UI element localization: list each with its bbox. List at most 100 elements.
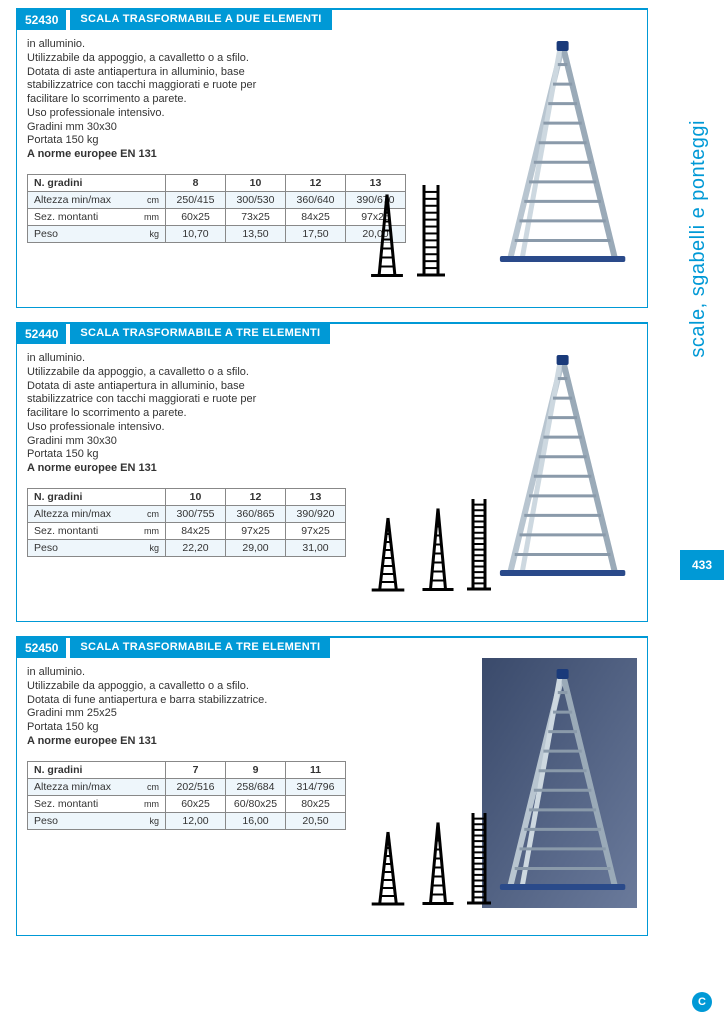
cell-value: 97x25 (226, 522, 286, 539)
row-unit: mm (138, 522, 166, 539)
ladder-config-icons (367, 808, 487, 908)
ladder-aframe-icon (367, 190, 407, 280)
product-section: 52440SCALA TRASFORMABILE A TRE ELEMENTIi… (16, 322, 648, 622)
cell-value: 80x25 (286, 795, 346, 812)
cell-value: 97x25 (286, 522, 346, 539)
cell-value: 16,00 (226, 812, 286, 829)
ladder-aframe-ext-icon (419, 504, 457, 594)
ladder-photo-icon (482, 30, 637, 280)
row-label: Peso (28, 225, 138, 242)
ladder-aframe-icon (367, 514, 409, 594)
product-title: SCALA TRASFORMABILE A TRE ELEMENTI (70, 324, 330, 344)
row-label: Sez. montanti (28, 208, 138, 225)
product-code: 52440 (17, 324, 66, 344)
row-unit: mm (138, 795, 166, 812)
cell-value: 12,00 (166, 812, 226, 829)
norm-label: A norme europee EN 131 (27, 735, 327, 749)
table-column-header: 12 (226, 488, 286, 505)
table-column-header: 12 (286, 174, 346, 191)
row-label: Peso (28, 812, 138, 829)
table-row: Sez. montantimm84x2597x2597x25 (28, 522, 346, 539)
right-sidebar: scale, sgabelli e ponteggi 433 C (660, 0, 724, 1024)
row-label: Sez. montanti (28, 522, 138, 539)
cell-value: 20,50 (286, 812, 346, 829)
row-unit: cm (138, 505, 166, 522)
product-code: 52430 (17, 10, 66, 30)
cell-value: 84x25 (166, 522, 226, 539)
cell-value: 202/516 (166, 778, 226, 795)
cell-value: 60x25 (166, 795, 226, 812)
spec-table: N. gradini7911Altezza min/maxcm202/51625… (27, 761, 346, 830)
product-section: 52450SCALA TRASFORMABILE A TRE ELEMENTIi… (16, 636, 648, 936)
product-description: in alluminio.Utilizzabile da appoggio, a… (17, 30, 337, 168)
product-section: 52430SCALA TRASFORMABILE A DUE ELEMENTIi… (16, 8, 648, 308)
product-image-area (357, 334, 637, 604)
cell-value: 60x25 (166, 208, 226, 225)
ladder-straight-icon (417, 180, 445, 280)
ladder-photo-icon (482, 344, 637, 594)
cell-value: 22,20 (166, 539, 226, 556)
cell-value: 29,00 (226, 539, 286, 556)
cell-value: 10,70 (166, 225, 226, 242)
table-column-header: 10 (166, 488, 226, 505)
ladder-aframe-ext-icon (419, 818, 457, 908)
ladder-config-icons (367, 180, 487, 280)
row-label: Altezza min/max (28, 778, 138, 795)
row-unit: cm (138, 778, 166, 795)
cell-value: 300/755 (166, 505, 226, 522)
page-number: 433 (680, 550, 724, 580)
table-row: Pesokg22,2029,0031,00 (28, 539, 346, 556)
norm-label: A norme europee EN 131 (27, 148, 327, 162)
row-unit: cm (138, 191, 166, 208)
cell-value: 258/684 (226, 778, 286, 795)
table-row: Altezza min/maxcm300/755360/865390/920 (28, 505, 346, 522)
row-label: Peso (28, 539, 138, 556)
table-header-label: N. gradini (28, 761, 138, 778)
table-header-label: N. gradini (28, 488, 138, 505)
table-column-header: 13 (286, 488, 346, 505)
ladder-aframe-icon (367, 828, 409, 908)
row-label: Altezza min/max (28, 505, 138, 522)
cell-value: 73x25 (226, 208, 286, 225)
ladder-config-icons (367, 494, 487, 594)
logo-badge-icon: C (692, 992, 712, 1012)
cell-value: 17,50 (286, 225, 346, 242)
cell-value: 390/920 (286, 505, 346, 522)
spec-table: N. gradini101213Altezza min/maxcm300/755… (27, 488, 346, 557)
table-column-header: 7 (166, 761, 226, 778)
row-label: Sez. montanti (28, 795, 138, 812)
table-column-header: 9 (226, 761, 286, 778)
spec-table: N. gradini8101213Altezza min/maxcm250/41… (27, 174, 406, 243)
product-code: 52450 (17, 638, 66, 658)
table-header-label: N. gradini (28, 174, 138, 191)
cell-value: 60/80x25 (226, 795, 286, 812)
cell-value: 360/640 (286, 191, 346, 208)
cell-value: 314/796 (286, 778, 346, 795)
product-title: SCALA TRASFORMABILE A TRE ELEMENTI (70, 638, 330, 658)
row-label: Altezza min/max (28, 191, 138, 208)
catalog-page: 52430SCALA TRASFORMABILE A DUE ELEMENTIi… (0, 0, 660, 1024)
table-row: Altezza min/maxcm250/415300/530360/64039… (28, 191, 406, 208)
product-image-area (357, 20, 637, 290)
cell-value: 84x25 (286, 208, 346, 225)
row-unit: kg (138, 539, 166, 556)
table-row: Altezza min/maxcm202/516258/684314/796 (28, 778, 346, 795)
product-image-area (357, 648, 637, 918)
norm-label: A norme europee EN 131 (27, 462, 327, 476)
row-unit: mm (138, 208, 166, 225)
table-column-header: 10 (226, 174, 286, 191)
product-title: SCALA TRASFORMABILE A DUE ELEMENTI (70, 10, 331, 30)
product-description: in alluminio.Utilizzabile da appoggio, a… (17, 344, 337, 482)
cell-value: 300/530 (226, 191, 286, 208)
product-description: in alluminio.Utilizzabile da appoggio, a… (17, 658, 337, 755)
cell-value: 360/865 (226, 505, 286, 522)
table-row: Pesokg12,0016,0020,50 (28, 812, 346, 829)
ladder-photo-icon (482, 658, 637, 908)
table-row: Pesokg10,7013,5017,5020,00 (28, 225, 406, 242)
category-label: scale, sgabelli e ponteggi (687, 120, 710, 358)
cell-value: 13,50 (226, 225, 286, 242)
ladder-straight-icon (467, 494, 491, 594)
table-row: Sez. montantimm60x2560/80x2580x25 (28, 795, 346, 812)
table-column-header: 8 (166, 174, 226, 191)
row-unit: kg (138, 225, 166, 242)
